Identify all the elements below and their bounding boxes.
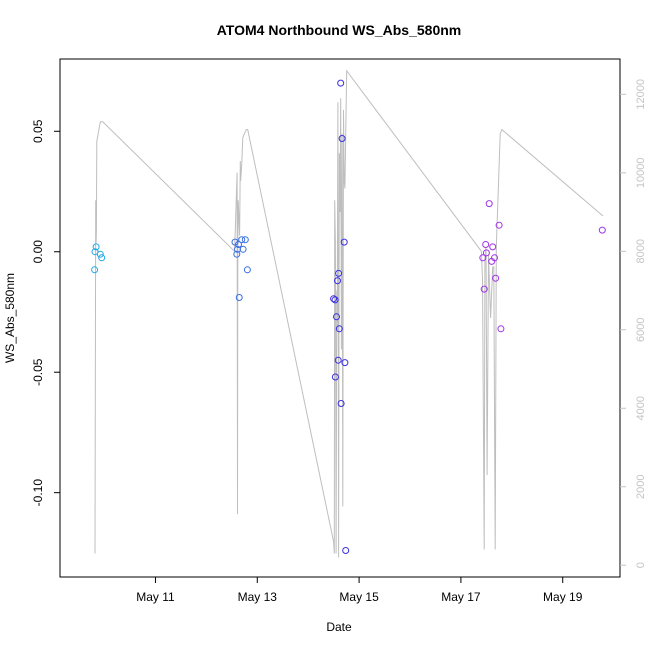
line-series <box>94 69 604 558</box>
data-point <box>331 296 339 304</box>
data-point <box>335 269 343 277</box>
data-point <box>491 254 498 262</box>
data-point <box>337 79 345 87</box>
y2-tick-label: 10000 <box>635 158 647 189</box>
y-tick-label: -0.10 <box>31 479 45 507</box>
y-tick-label: -0.05 <box>31 358 45 386</box>
x-axis-label: Date <box>326 620 352 634</box>
x-tick-label: May 17 <box>441 590 481 604</box>
data-point <box>96 250 104 258</box>
data-point <box>479 254 487 262</box>
data-point <box>238 236 246 244</box>
data-point <box>334 356 342 364</box>
x-tick-label: May 15 <box>339 590 379 604</box>
y-tick-label: 0.00 <box>31 240 45 264</box>
data-point <box>598 226 606 234</box>
data-point <box>330 295 338 303</box>
data-point <box>231 238 239 246</box>
y-axis-left: -0.10 -0.05 0.00 0.05 <box>31 119 60 506</box>
x-tick-label: May 19 <box>543 590 583 604</box>
y-tick-label: 0.05 <box>31 119 45 143</box>
data-point <box>233 250 241 258</box>
data-point <box>243 266 251 274</box>
points-layer <box>91 79 606 554</box>
y2-tick-label: 8000 <box>635 239 647 263</box>
data-point <box>492 274 500 282</box>
data-point <box>235 241 242 248</box>
data-point <box>338 135 346 142</box>
y2-tick-label: 4000 <box>635 396 647 420</box>
data-point <box>241 236 249 244</box>
data-point <box>91 266 99 274</box>
data-point <box>495 221 503 229</box>
data-point <box>489 243 497 251</box>
y2-tick-label: 2000 <box>635 475 647 499</box>
data-point <box>482 241 490 248</box>
y2-tick-label: 12000 <box>635 79 647 110</box>
data-point <box>92 243 100 251</box>
x-axis: May 11 May 13 May 15 May 17 May 19 <box>136 577 583 604</box>
data-point <box>341 359 349 367</box>
data-point <box>235 294 243 301</box>
data-point <box>482 249 490 257</box>
data-point <box>239 245 247 253</box>
data-point <box>337 400 345 407</box>
data-point <box>331 373 339 381</box>
chart-title: ATOM4 Northbound WS_Abs_580nm <box>217 22 462 38</box>
data-point <box>98 254 106 262</box>
y2-tick-label: 6000 <box>635 318 647 342</box>
y-axis-label: WS_Abs_580nm <box>3 273 17 363</box>
x-tick-label: May 13 <box>238 590 278 604</box>
data-point <box>335 325 343 333</box>
line-series-path <box>94 69 604 558</box>
x-tick-label: May 11 <box>136 590 175 604</box>
data-point <box>480 285 488 293</box>
data-point <box>497 325 505 333</box>
data-point <box>342 547 350 554</box>
data-point <box>334 277 341 285</box>
y2-tick-label: 0 <box>635 562 647 568</box>
data-point <box>340 238 348 246</box>
data-point <box>333 313 340 321</box>
data-point <box>485 200 493 208</box>
plot-frame <box>59 58 621 578</box>
y-axis-right: 0 2000 4000 6000 8000 10000 12000 <box>620 79 647 568</box>
